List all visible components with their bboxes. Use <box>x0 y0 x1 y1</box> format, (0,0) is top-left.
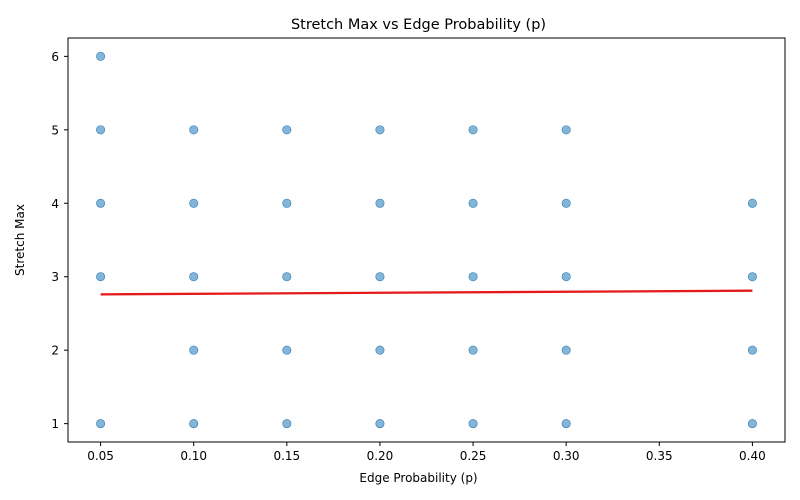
x-axis-label: Edge Probability (p) <box>359 471 477 485</box>
data-point <box>96 51 106 61</box>
data-point <box>468 198 478 208</box>
data-point <box>468 345 478 355</box>
trend-line <box>100 289 753 296</box>
data-point <box>561 345 571 355</box>
x-tick-label: 0.10 <box>180 449 207 463</box>
data-point <box>282 345 292 355</box>
data-point <box>96 125 106 135</box>
y-axis-label: Stretch Max <box>13 204 27 276</box>
chart-title: Stretch Max vs Edge Probability (p) <box>291 17 546 33</box>
data-point <box>468 272 478 282</box>
plot-frame <box>67 37 786 443</box>
data-point <box>282 419 292 429</box>
data-point <box>375 345 385 355</box>
data-point <box>375 419 385 429</box>
data-point <box>468 419 478 429</box>
x-tick-label: 0.20 <box>367 449 394 463</box>
trend-layer <box>100 289 753 296</box>
x-axis: 0.05 0.10 0.15 0.20 0.25 0.30 0.35 0.40 <box>87 442 766 463</box>
y-tick-label: 6 <box>51 50 59 64</box>
y-tick-label: 3 <box>51 270 59 284</box>
data-point <box>189 272 199 282</box>
y-axis: 1 2 3 4 5 6 <box>51 50 68 431</box>
data-point <box>747 345 757 355</box>
data-point <box>282 198 292 208</box>
y-tick-label: 1 <box>51 417 59 431</box>
y-tick-label: 5 <box>51 123 59 137</box>
data-point <box>375 125 385 135</box>
data-point <box>189 419 199 429</box>
x-tick-label: 0.05 <box>87 449 114 463</box>
x-tick-label: 0.25 <box>460 449 487 463</box>
data-point <box>375 198 385 208</box>
data-point <box>189 125 199 135</box>
x-tick-label: 0.30 <box>553 449 580 463</box>
data-point <box>561 272 571 282</box>
data-point <box>282 125 292 135</box>
data-point <box>96 198 106 208</box>
y-tick-label: 2 <box>51 344 59 358</box>
data-point <box>747 419 757 429</box>
data-point <box>282 272 292 282</box>
data-point <box>96 272 106 282</box>
data-point <box>561 419 571 429</box>
data-point <box>747 272 757 282</box>
x-tick-label: 0.35 <box>646 449 673 463</box>
y-tick-label: 4 <box>51 197 59 211</box>
data-point <box>96 419 106 429</box>
x-tick-label: 0.15 <box>273 449 300 463</box>
data-point <box>747 198 757 208</box>
x-tick-label: 0.40 <box>739 449 766 463</box>
data-point <box>561 125 571 135</box>
data-point <box>375 272 385 282</box>
data-point <box>189 345 199 355</box>
data-points <box>96 51 757 429</box>
data-point <box>561 198 571 208</box>
data-point <box>189 198 199 208</box>
data-point <box>468 125 478 135</box>
